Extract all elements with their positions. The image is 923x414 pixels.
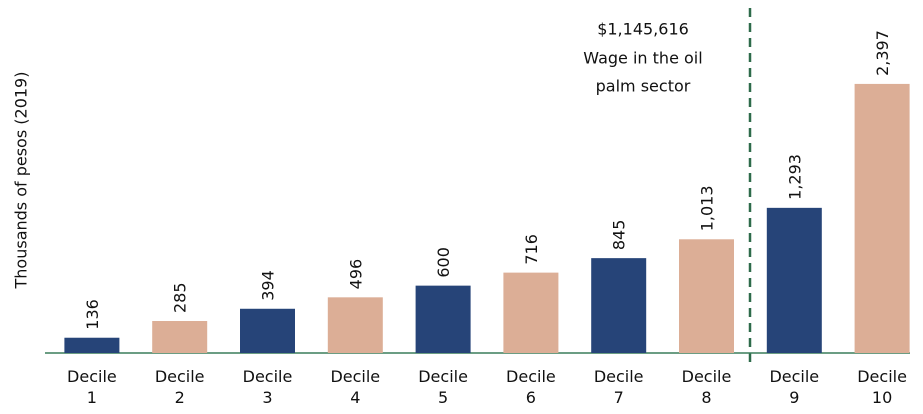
bar [766, 207, 822, 353]
value-label: 394 [259, 270, 278, 301]
annotation: $1,145,616 [597, 20, 689, 39]
bar [679, 239, 734, 353]
annotation: palm sector [596, 77, 691, 96]
x-tick-label: Decile 9 [769, 367, 820, 407]
x-tick-label: Decile 4 [330, 367, 381, 407]
annotation: Wage in the oil [583, 49, 702, 68]
bar [240, 308, 295, 353]
value-label: 1,293 [785, 154, 804, 200]
y-axis-label: Thousands of pesos (2019) [12, 72, 31, 290]
bar [415, 285, 471, 353]
x-tick-label: Decile 1 [67, 367, 117, 407]
value-label: 2,397 [873, 30, 892, 76]
value-label: 1,013 [698, 185, 717, 231]
x-tick-label: Decile 7 [593, 367, 644, 407]
bar [503, 272, 559, 353]
bar [64, 337, 120, 353]
value-label: 285 [171, 282, 190, 313]
value-label: 845 [610, 220, 629, 251]
bar [152, 321, 208, 353]
x-tick-label: Decile 6 [506, 367, 556, 407]
value-label: 600 [434, 247, 453, 278]
x-tick-label: Decile 3 [242, 367, 293, 407]
value-label: 136 [83, 299, 102, 330]
x-tick-label: Decile 2 [154, 367, 205, 407]
value-label: 716 [522, 234, 541, 265]
x-tick-label: Decile 5 [418, 367, 468, 407]
x-tick-label: Decile 10 [857, 367, 907, 407]
bar [854, 83, 910, 353]
bar [327, 297, 383, 353]
x-tick-label: Decile 8 [681, 367, 732, 407]
value-label: 496 [346, 259, 365, 290]
bar [591, 258, 647, 353]
